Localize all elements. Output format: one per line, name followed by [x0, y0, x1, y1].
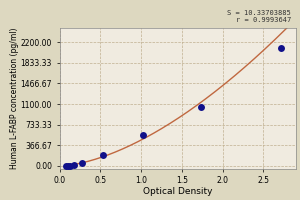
Text: S = 10.33703885
r = 0.9993647: S = 10.33703885 r = 0.9993647 [227, 10, 291, 23]
Point [140, 133, 145, 137]
Point [71, 163, 76, 166]
Point [79, 161, 84, 164]
Point [279, 46, 283, 49]
Point [100, 153, 105, 156]
Point [64, 164, 69, 168]
X-axis label: Optical Density: Optical Density [143, 187, 212, 196]
Point [68, 164, 73, 168]
Y-axis label: Human L-FABP concentration (pg/ml): Human L-FABP concentration (pg/ml) [10, 28, 19, 169]
Point [65, 164, 70, 168]
Point [198, 105, 203, 109]
